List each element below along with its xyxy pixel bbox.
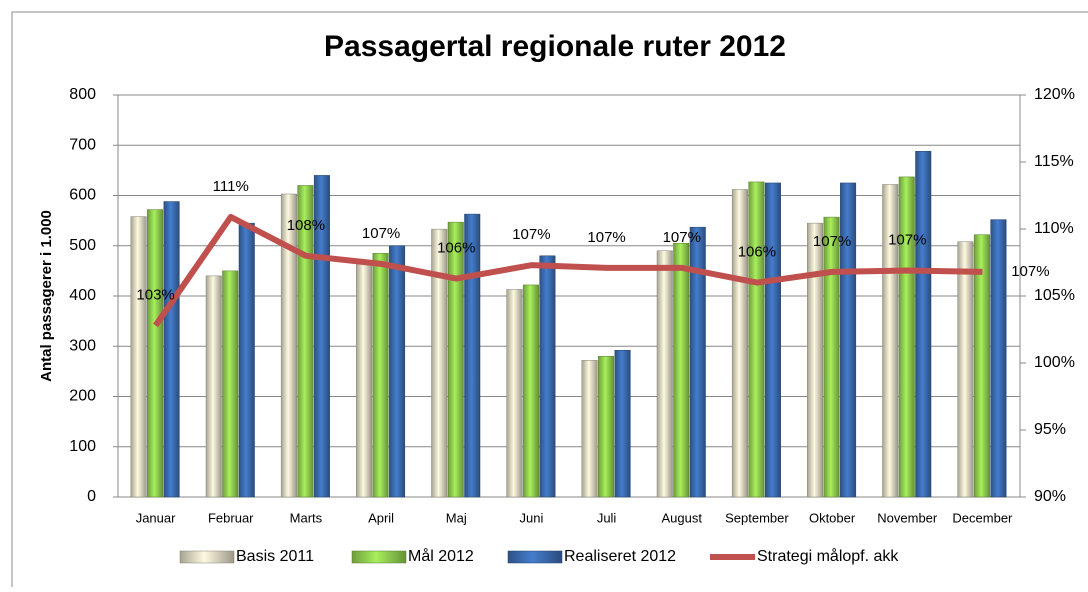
legend-swatch [507, 550, 563, 564]
bar [356, 260, 373, 498]
x-tick-label: Oktober [809, 510, 856, 525]
bar [807, 222, 824, 498]
bar [372, 253, 389, 498]
y-axis-label: Antal passagerer i 1.000 [38, 210, 55, 382]
bar [748, 181, 765, 498]
bar [614, 350, 631, 498]
bar [581, 360, 598, 498]
bar [823, 216, 840, 498]
y2-tick-label: 95% [1034, 421, 1066, 438]
data-label: 106% [437, 240, 475, 257]
bar [222, 270, 239, 498]
bar [506, 289, 523, 498]
legend-swatch [351, 550, 407, 564]
y2-tick-label: 115% [1034, 153, 1074, 170]
y2-tick-label: 90% [1034, 488, 1066, 505]
y-tick-label: 800 [69, 86, 96, 103]
data-label: 106% [738, 244, 776, 261]
bar [973, 234, 990, 498]
bar [539, 255, 556, 498]
bar [522, 284, 539, 498]
legend-label: Strategi målopf. akk [757, 547, 899, 565]
data-label: 107% [587, 229, 625, 246]
x-tick-label: Februar [208, 510, 254, 525]
bar [731, 189, 748, 498]
data-label: 107% [663, 229, 701, 246]
line [153, 213, 983, 328]
bar [957, 241, 974, 498]
bar [598, 356, 615, 498]
y-tick-label: 0 [87, 488, 96, 505]
x-tick-label: November [877, 510, 938, 525]
data-label: 107% [813, 233, 851, 250]
y-tick-label: 400 [69, 287, 96, 304]
y2-tick-label: 100% [1034, 354, 1075, 371]
y-tick-label: 700 [69, 136, 96, 153]
bar [464, 213, 481, 498]
bar [297, 185, 314, 498]
x-tick-label: Januar [136, 510, 176, 525]
y-tick-label: 500 [69, 237, 96, 254]
bar [389, 245, 406, 498]
bar [915, 151, 932, 498]
x-tick-label: Marts [290, 510, 323, 525]
bar [840, 182, 857, 498]
legend-label: Realiseret 2012 [564, 548, 676, 565]
bar [898, 176, 915, 498]
legend-label: Mål 2012 [408, 547, 474, 565]
x-tick-label: August [662, 510, 703, 525]
x-tick-label: Juli [597, 510, 617, 525]
bar [431, 228, 448, 498]
legend-swatch [179, 550, 235, 564]
bar [990, 219, 1007, 498]
y-tick-label: 600 [69, 187, 96, 204]
y-tick-label: 200 [69, 388, 96, 405]
bar [130, 216, 147, 498]
y-tick-label: 100 [69, 438, 96, 455]
bar [280, 193, 297, 498]
bar [238, 222, 255, 498]
data-label: 107% [888, 232, 926, 249]
x-tick-label: April [368, 510, 394, 525]
x-tick-label: December [952, 510, 1013, 525]
data-label: 103% [136, 286, 174, 303]
legend-label: Basis 2011 [236, 548, 314, 565]
y2-tick-label: 120% [1034, 86, 1075, 103]
y2-tick-label: 110% [1034, 220, 1074, 237]
data-label: 107% [362, 225, 400, 242]
data-label: 108% [287, 217, 325, 234]
bar [882, 184, 899, 498]
x-tick-label: September [725, 510, 789, 525]
bar [447, 221, 464, 498]
y2-tick-label: 105% [1034, 287, 1075, 304]
data-label: 107% [512, 226, 550, 243]
bar [163, 201, 180, 498]
x-tick-label: Maj [446, 510, 467, 525]
chart-title: Passagertal regionale ruter 2012 [324, 30, 786, 63]
bar [689, 226, 706, 498]
bar [673, 242, 690, 498]
bar [147, 209, 164, 498]
bar [764, 182, 781, 498]
bar [205, 275, 222, 498]
y-tick-label: 300 [69, 337, 96, 354]
bar [656, 250, 673, 498]
x-tick-label: Juni [519, 510, 543, 525]
data-label: 111% [213, 178, 249, 195]
data-label: 107% [1011, 263, 1049, 280]
